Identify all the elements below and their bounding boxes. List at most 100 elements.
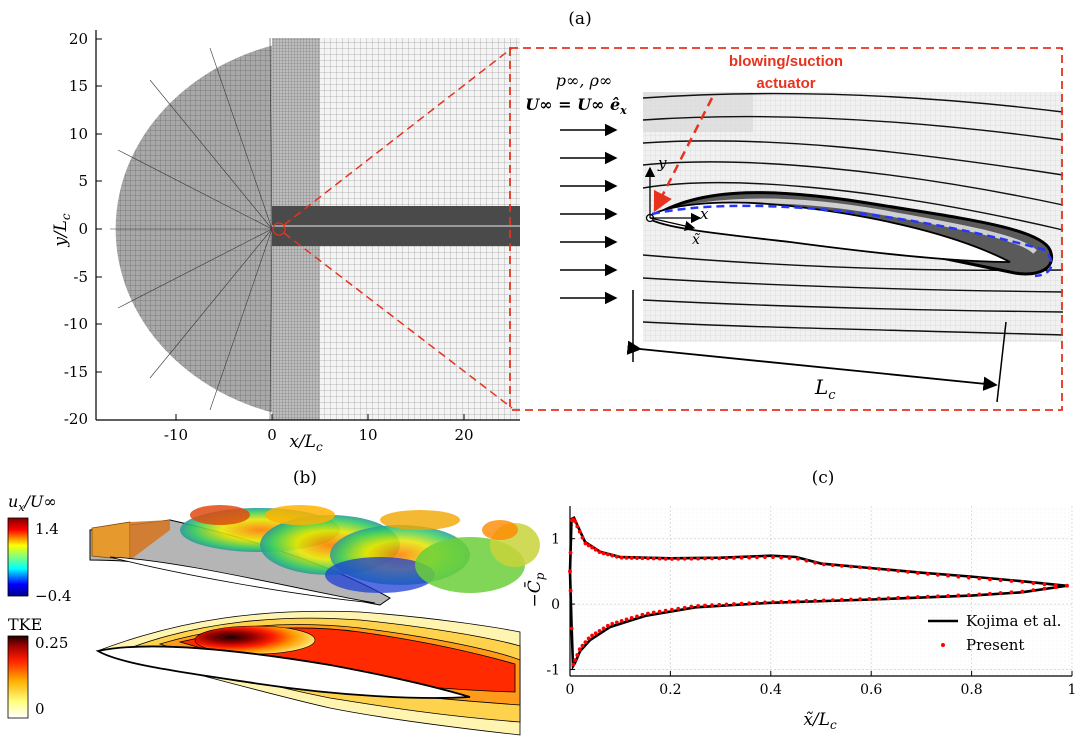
chord-label: Lc: [814, 375, 836, 403]
cp-marker-lower: [886, 596, 891, 601]
cbar2-min: 0: [35, 700, 45, 718]
cp-marker-upper: [663, 556, 668, 561]
cp-marker-lower: [676, 606, 681, 611]
cp-marker-lower: [1009, 590, 1014, 595]
panel-c-label: (c): [812, 468, 835, 488]
cp-x-label: x̃/Lc: [803, 710, 837, 732]
mesh-x-label: x/Lc: [289, 432, 323, 454]
cp-marker-lower: [956, 593, 961, 598]
cp-marker-lower: [1020, 589, 1025, 594]
cp-marker-lower: [669, 607, 674, 612]
cp-marker-lower: [858, 597, 862, 602]
cp-marker-lower: [586, 636, 591, 641]
cp-marker-lower: [779, 599, 784, 604]
freestream-label-2: U∞ = U∞ êx: [525, 95, 627, 117]
cp-marker-lower: [689, 604, 694, 609]
cp-marker-lower: [571, 662, 576, 667]
svg-text:15: 15: [69, 77, 88, 95]
cp-marker-upper: [830, 563, 835, 568]
vortex-rendering: [89, 505, 540, 606]
cp-marker-upper: [605, 552, 610, 557]
cbar2-max: 0.25: [35, 634, 68, 652]
svg-text:5: 5: [78, 172, 88, 190]
zoom-marker: [272, 222, 286, 236]
cp-marker-upper: [804, 558, 809, 563]
cp-marker-upper: [915, 571, 920, 575]
cp-marker-upper: [682, 556, 687, 561]
cbar1-max: 1.4: [35, 520, 59, 538]
mesh-plot: 20 15 10 5 0 -5 -10 -15 -20 -10 0 10 20 …: [51, 30, 520, 454]
cbar2-title: TKE: [8, 615, 42, 634]
cp-marker-lower: [813, 598, 817, 603]
cp-marker-lower: [763, 600, 767, 605]
cp-series: [568, 515, 1069, 671]
cp-marker-upper: [583, 541, 588, 546]
svg-text:-10: -10: [164, 426, 188, 444]
cp-tick-labels: 0 0.2 0.4 0.6 0.8 1 1 0 -1: [546, 532, 1076, 698]
mesh-radial-lines: [110, 38, 273, 420]
cp-marker-lower: [657, 609, 662, 614]
panel-b-label: (b): [293, 468, 317, 488]
cp-xtick-label: 0.4: [760, 682, 782, 698]
cp-marker-lower: [771, 600, 775, 604]
svg-text:-20: -20: [64, 410, 88, 428]
cp-marker-lower: [663, 608, 668, 613]
cp-marker-lower: [1042, 586, 1047, 591]
cp-marker-lower: [915, 595, 920, 599]
cp-marker-upper: [839, 563, 844, 568]
cp-marker-lower: [682, 605, 687, 610]
cp-marker-upper: [689, 556, 694, 561]
cp-marker-upper: [676, 556, 681, 561]
cp-marker-upper: [732, 556, 736, 560]
cp-marker-lower: [830, 598, 835, 602]
cp-marker-upper: [696, 556, 701, 561]
cp-marker-lower: [804, 599, 809, 603]
svg-text:20: 20: [69, 30, 88, 48]
cp-marker-upper: [1042, 582, 1047, 587]
cp-marker-upper: [925, 572, 930, 576]
cp-marker-upper: [601, 551, 606, 556]
cp-xtick-label: 0: [566, 682, 575, 698]
freestream-label-1: p∞, ρ∞: [556, 71, 612, 90]
cp-marker-upper: [821, 562, 826, 567]
cp-ytick-label: 0: [551, 597, 560, 613]
cp-marker-upper: [657, 556, 662, 561]
cbar1-title: ux/U∞: [8, 492, 57, 514]
cp-marker-upper: [779, 555, 784, 560]
cp-marker-upper: [580, 535, 585, 540]
cp-marker-lower: [905, 595, 910, 600]
cp-marker-lower: [624, 617, 629, 622]
cp-marker-lower: [590, 633, 594, 638]
cp-marker-lower: [610, 621, 615, 626]
cp-marker-upper: [590, 545, 594, 550]
cp-xtick-label: 0.6: [860, 682, 882, 698]
cp-marker-upper: [905, 570, 910, 574]
inset-axis-xtilde: x̃: [692, 232, 700, 248]
cp-marker-upper: [1020, 580, 1025, 584]
cp-marker-upper: [763, 555, 767, 560]
cp-marker-upper: [876, 567, 881, 571]
cp-marker-upper: [614, 554, 619, 559]
cp-marker-upper: [739, 555, 744, 560]
cp-marker-upper: [987, 577, 992, 582]
legend-marker-present: [941, 643, 945, 647]
cp-marker-lower: [593, 631, 598, 636]
cp-marker-upper: [586, 543, 591, 548]
cp-marker-lower: [755, 600, 759, 605]
cp-marker-upper: [629, 556, 634, 560]
cp-marker-lower: [724, 602, 729, 607]
cp-marker-upper: [998, 578, 1003, 583]
actuator-arrow: [653, 97, 714, 213]
svg-text:0: 0: [267, 426, 277, 444]
cp-marker-lower: [848, 597, 853, 602]
cp-marker-upper: [573, 519, 577, 524]
cp-marker-upper: [755, 555, 759, 560]
cp-marker-lower: [925, 594, 930, 599]
cp-marker-upper: [651, 556, 656, 561]
cp-xtick-label: 1: [1068, 682, 1077, 698]
cp-marker-lower: [1065, 583, 1069, 588]
cp-marker-upper: [624, 555, 629, 560]
cp-marker-upper: [896, 569, 901, 573]
cp-ytick-label: 1: [551, 532, 560, 548]
cp-marker-lower: [896, 595, 901, 600]
